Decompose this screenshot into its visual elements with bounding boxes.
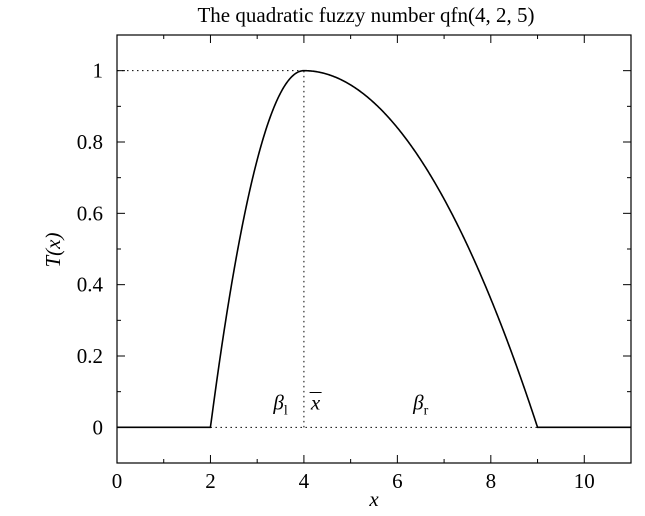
axis-ticks: 0 2 4 6 8 10 0 0.2 0.4 0.6 0.8 1 <box>77 34 631 493</box>
annotation: βl <box>272 391 287 419</box>
membership-curve <box>117 69 631 429</box>
annotations: βl x βr <box>272 391 428 419</box>
chart-title: The quadratic fuzzy number qfn(4, 2, 5) <box>197 3 534 27</box>
plot-frame <box>116 34 632 464</box>
y-tick-label: 0.2 <box>77 344 103 368</box>
y-tick-label: 0.8 <box>77 130 103 154</box>
x-tick-label: 2 <box>205 469 216 493</box>
x-tick-label: 10 <box>574 469 595 493</box>
y-tick-label: 1 <box>93 59 104 83</box>
y-tick-label: 0.4 <box>77 273 104 297</box>
x-tick-label: 6 <box>392 469 403 493</box>
x-tick-label: 8 <box>486 469 497 493</box>
y-tick-label: 0.6 <box>77 201 103 225</box>
x-tick-label: 0 <box>112 469 123 493</box>
x-axis-label: x <box>368 487 379 511</box>
y-axis-label: T(x) <box>41 233 65 268</box>
annotation: βr <box>412 391 428 419</box>
x-tick-label: 4 <box>299 469 310 493</box>
annotation: x <box>310 391 321 415</box>
reference-lines <box>117 70 538 428</box>
y-tick-label: 0 <box>93 415 104 439</box>
